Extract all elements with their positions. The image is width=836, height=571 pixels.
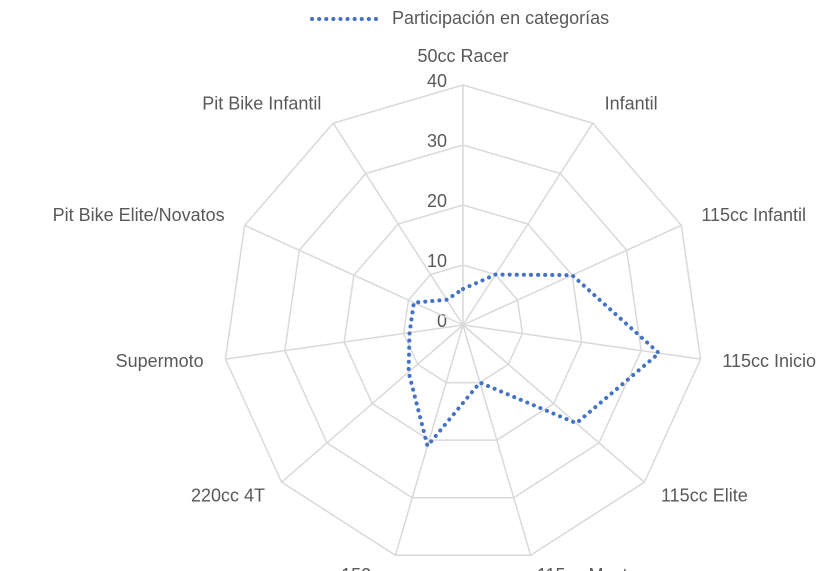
series-line [406, 272, 663, 451]
category-label: Pit Bike Elite/Novatos [53, 205, 225, 225]
spoke [394, 324, 464, 556]
tick-label: 30 [427, 131, 447, 151]
tick-label: 0 [437, 311, 447, 331]
category-label: Supermoto [116, 351, 204, 371]
legend-label: Participación en categorías [392, 8, 609, 28]
spoke [281, 324, 464, 483]
tick-label: 20 [427, 191, 447, 211]
spoke [462, 122, 594, 326]
tick-label: 40 [427, 71, 447, 91]
category-label: 115cc Master [537, 565, 644, 571]
category-label: 115cc Infantil [701, 205, 806, 225]
category-label: Infantil [605, 93, 658, 113]
category-label: 220cc 4T [191, 485, 265, 505]
grid-ring [224, 84, 702, 557]
tick-label: 10 [427, 251, 447, 271]
spoke [462, 324, 645, 483]
category-label: 115cc Inicio [722, 351, 816, 371]
grid-ring [284, 144, 642, 499]
category-label: 150cc [341, 565, 389, 571]
category-label: Pit Bike Infantil [202, 93, 321, 113]
grid-ring [343, 204, 583, 441]
spoke [244, 224, 464, 326]
spoke [332, 122, 464, 326]
spoke [225, 324, 464, 360]
spoke [462, 324, 701, 360]
spoke [462, 324, 532, 556]
category-label: 50cc Racer [417, 46, 508, 66]
grid-ring [402, 264, 524, 384]
category-label: 115cc Elite [661, 485, 748, 505]
